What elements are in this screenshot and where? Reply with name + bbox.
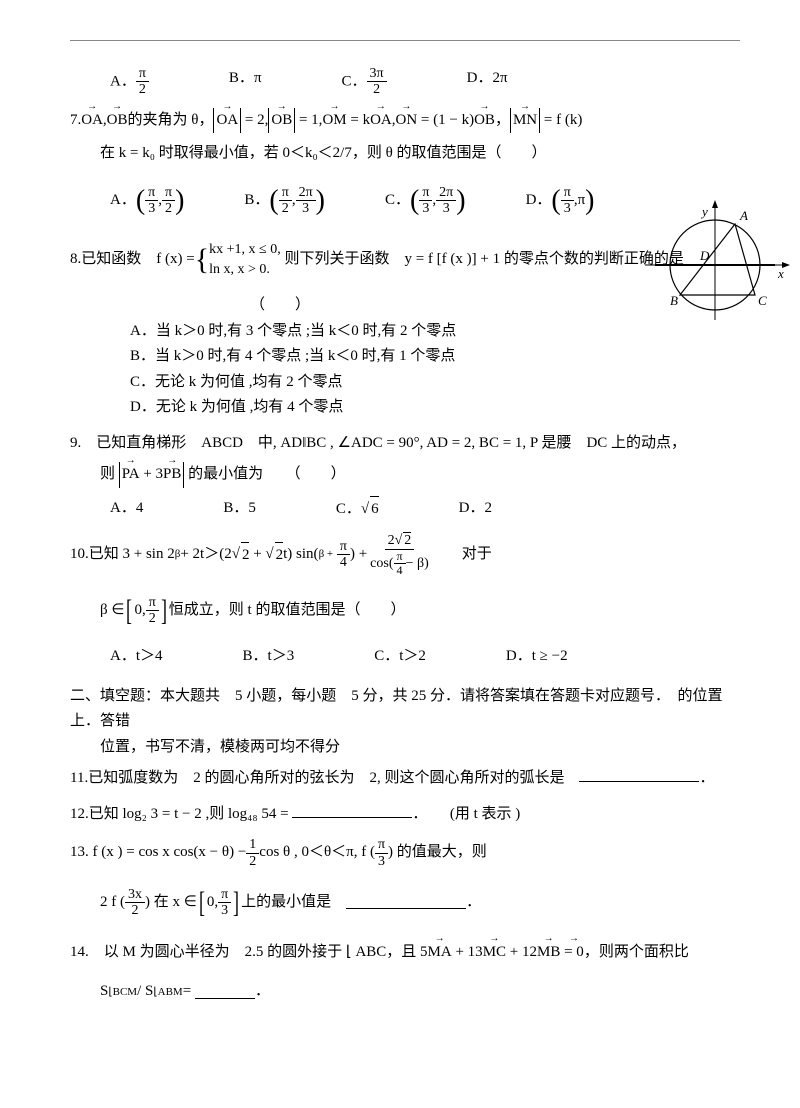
svg-text:B: B xyxy=(670,293,678,308)
question-12: 12.已知 log₂ 3 = t − 2 ,则 log₄₈ 54 = ． (用 … xyxy=(70,802,740,828)
q7-opt-c: C．(π3,2π3) xyxy=(385,177,466,225)
question-14: 14. 以 M 为圆心半径为 2.5 的圆外接于 ⌊ ABC，且 5 MA + … xyxy=(70,940,740,1005)
question-9: 9. 已知直角梯形 ABCD 中, AD‖BC , ∠ADC = 90°, AD… xyxy=(70,431,740,523)
q7-line2: 在 k = k₀ 时取得最小值，若 0＜k₀＜2/7，则 θ 的取值范围是（ ） xyxy=(100,141,740,167)
q10-opt-a: A．t＞4 xyxy=(110,644,163,670)
question-11: 11.已知弧度数为 2 的圆心角所对的弦长为 2, 则这个圆心角所对的弧长是 ． xyxy=(70,766,740,792)
question-10: 10.已知 3 + sin 2β + 2t＞(2√2 + √2t) sin( β… xyxy=(70,532,740,669)
q7-opt-b: B．(π2,2π3) xyxy=(244,177,325,225)
q8-opt-d: D．无论 k 为何值 ,均有 4 个零点 xyxy=(130,395,740,421)
q10-opt-b: B．t＞3 xyxy=(243,644,295,670)
q10-opt-d: D．t ≥ −2 xyxy=(506,644,568,670)
opt-c: C．3π2 xyxy=(342,66,387,98)
svg-text:y: y xyxy=(700,204,708,219)
q10-opt-c: C．t＞2 xyxy=(374,644,426,670)
q9-opt-a: A．4 xyxy=(110,496,143,523)
q9-opt-c: C．√6 xyxy=(336,496,379,523)
svg-text:A: A xyxy=(739,208,748,223)
q7-opt-d: D．(π3,π) xyxy=(526,177,595,225)
svg-text:x: x xyxy=(777,266,784,281)
q8-opt-b: B．当 k＞0 时,有 4 个零点 ;当 k＜0 时,有 1 个零点 xyxy=(130,344,740,370)
question-13: 13. f (x ) = cos x cos(x − θ) − 12 cos θ… xyxy=(70,837,740,928)
circle-diagram: A B C D y x xyxy=(640,200,790,330)
q6-options: A．π2 B．π C．3π2 D．2π xyxy=(110,66,740,98)
svg-text:D: D xyxy=(699,248,710,263)
top-rule xyxy=(70,40,740,41)
opt-d: D．2π xyxy=(467,66,508,98)
opt-b: B．π xyxy=(229,66,262,98)
q9-opt-b: B．5 xyxy=(223,496,256,523)
q8-opt-c: C．无论 k 为何值 ,均有 2 个零点 xyxy=(130,370,740,396)
svg-text:C: C xyxy=(758,293,767,308)
opt-a: A．π2 xyxy=(110,66,149,98)
q9-opt-d: D．2 xyxy=(459,496,492,523)
section-2-header: 二、填空题：本大题共 5 小题，每小题 5 分，共 25 分．请将答案填在答题卡… xyxy=(70,684,740,761)
q7-opt-a: A．(π3,π2) xyxy=(110,177,184,225)
